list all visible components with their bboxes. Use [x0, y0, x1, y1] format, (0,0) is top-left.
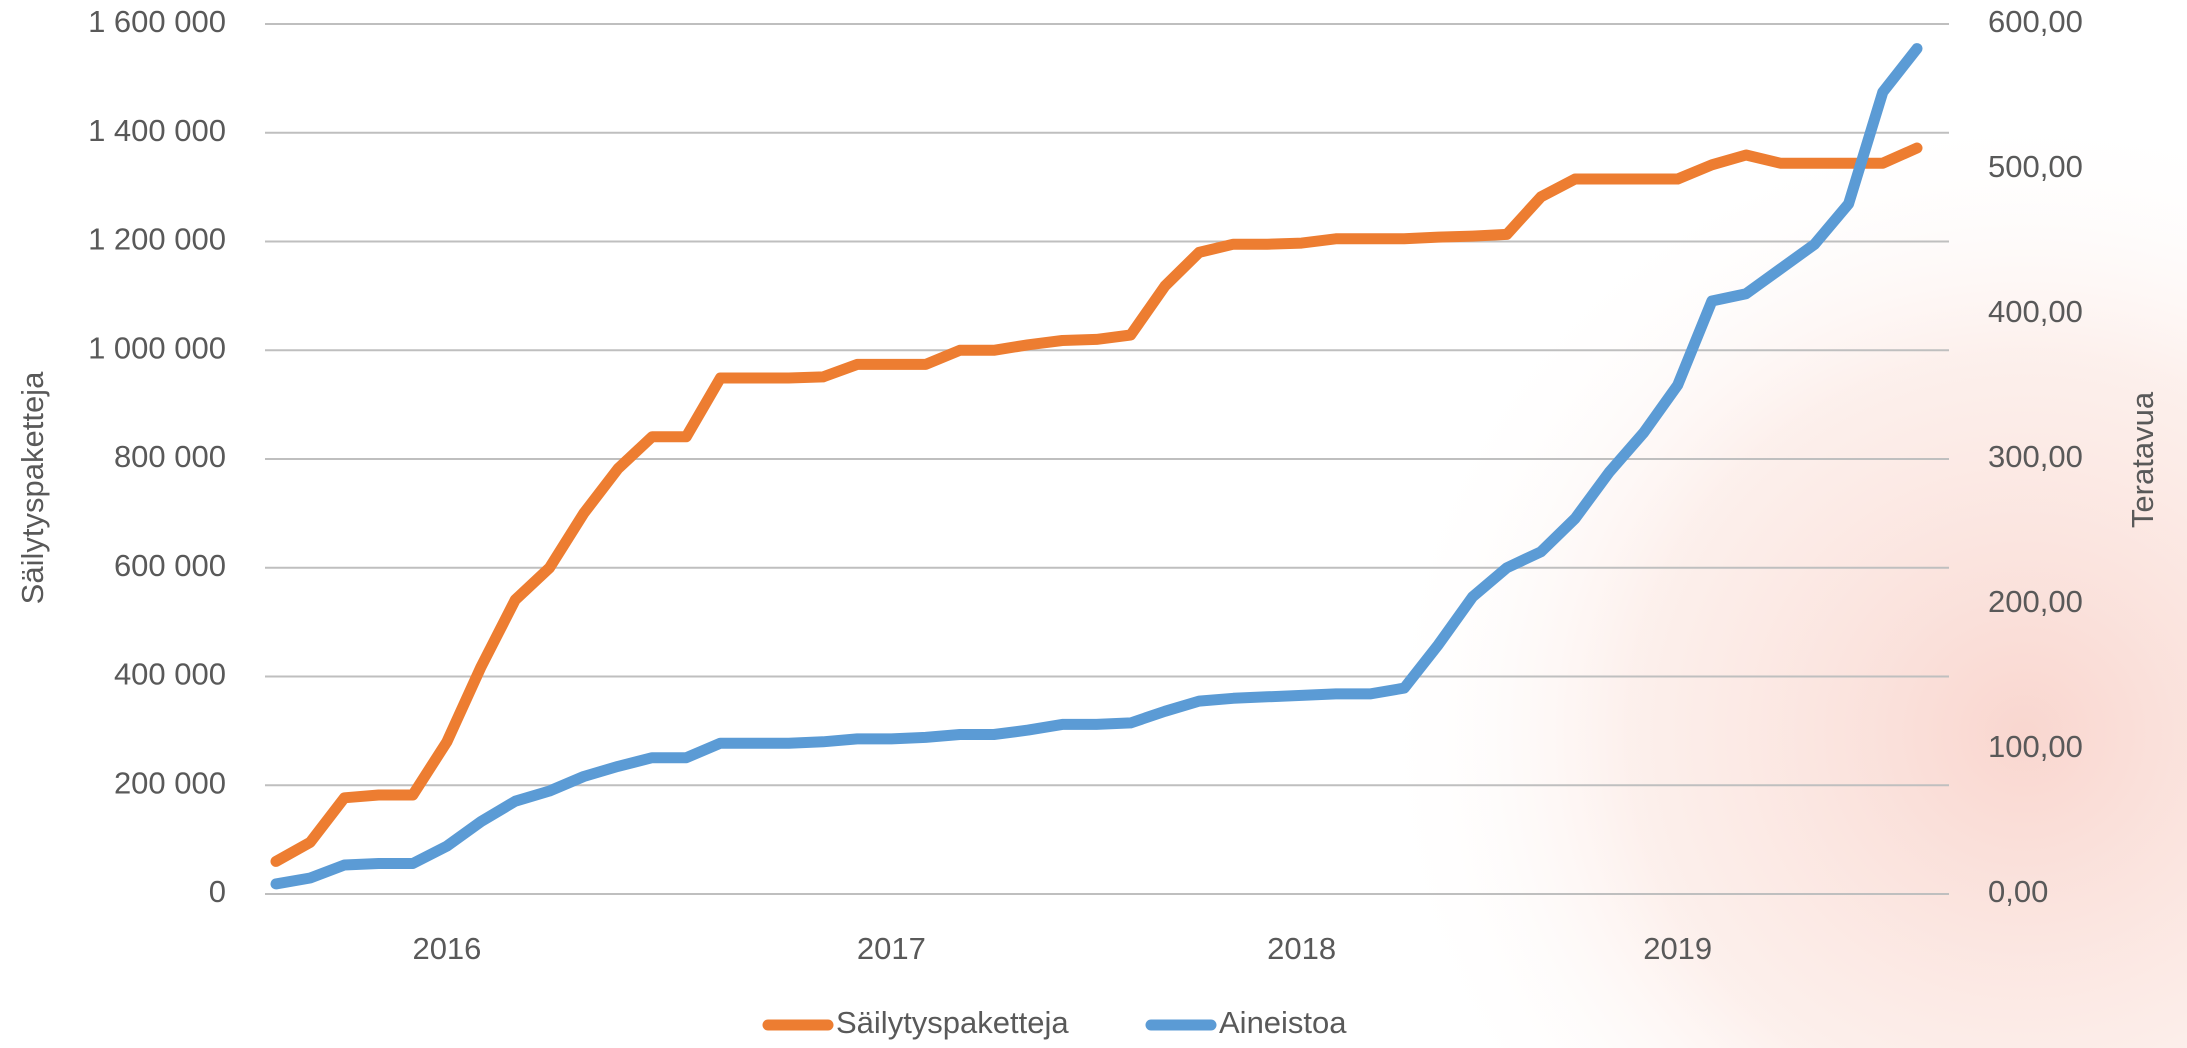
y2-tick-label: 400,00: [1988, 294, 2083, 329]
page: Säilytyspaketteja Teratavua 0 200 000 400 …: [0, 0, 2187, 1048]
y2-tick-label: 0,00: [1988, 874, 2048, 909]
legend-label: Säilytyspaketteja: [836, 1005, 1069, 1040]
y-tick-label: 400 000: [114, 657, 226, 692]
x-tick-label: 2019: [1643, 931, 1712, 966]
y2-tick-label: 200,00: [1988, 584, 2083, 619]
y2-tick-label: 300,00: [1988, 439, 2083, 474]
x-tick-label: 2016: [412, 931, 481, 966]
legend-label: Aineistoa: [1219, 1005, 1347, 1040]
y-tick-label: 200 000: [114, 765, 226, 800]
y-tick-label: 1 000 000: [88, 330, 226, 365]
y-tick-label: 600 000: [114, 548, 226, 583]
y2-tick-label: 600,00: [1988, 4, 2083, 39]
y-tick-label: 1 400 000: [88, 113, 226, 148]
x-tick-label: 2018: [1267, 931, 1336, 966]
x-tick-label: 2017: [857, 931, 926, 966]
y2-axis-title: Teratavua: [2125, 391, 2160, 528]
y2-tick-label: 500,00: [1988, 149, 2083, 184]
chart: Säilytyspaketteja Teratavua 0 200 000 400 …: [0, 0, 2187, 1048]
y-tick-label: 1 600 000: [88, 4, 226, 39]
y-tick-label: 0: [209, 874, 226, 909]
y-axis-title: Säilytyspaketteja: [15, 371, 50, 604]
y2-tick-label: 100,00: [1988, 729, 2083, 764]
y-tick-label: 800 000: [114, 439, 226, 474]
y-tick-label: 1 200 000: [88, 222, 226, 257]
